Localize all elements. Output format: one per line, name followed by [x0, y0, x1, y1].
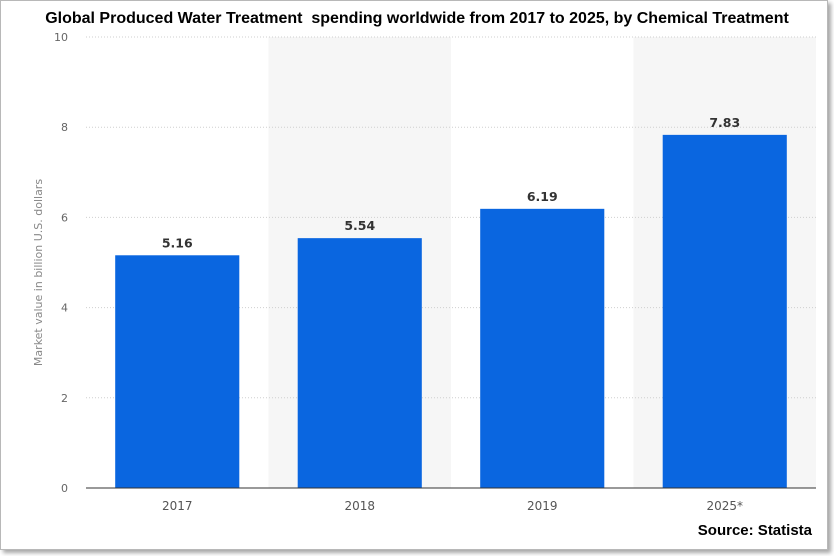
x-tick-label-0: 2017 [162, 499, 193, 513]
chart-title: Global Produced Water Treatment spending… [45, 10, 789, 27]
bar-2025* [662, 134, 787, 488]
y-tick-label-2: 4 [61, 302, 68, 315]
y-tick-label-5: 10 [54, 31, 68, 44]
bar-2018 [297, 238, 422, 488]
y-axis-title: Market value in billion U.S. dollars [32, 179, 45, 366]
value-label-0: 5.16 [162, 235, 193, 250]
bar-2017 [115, 255, 240, 488]
x-tick-label-3: 2025* [706, 499, 743, 513]
value-label-1: 5.54 [344, 218, 375, 233]
y-tick-label-4: 8 [61, 121, 68, 134]
bar-2019 [480, 208, 605, 488]
source-note: Source: Statista [697, 522, 812, 539]
x-tick-label-1: 2018 [344, 499, 375, 513]
value-label-2: 6.19 [527, 189, 558, 204]
y-tick-label-3: 6 [61, 211, 68, 224]
y-tick-label-1: 2 [61, 392, 68, 405]
value-label-3: 7.83 [709, 115, 740, 130]
x-tick-label-2: 2019 [527, 499, 558, 513]
y-tick-label-0: 0 [61, 482, 68, 495]
